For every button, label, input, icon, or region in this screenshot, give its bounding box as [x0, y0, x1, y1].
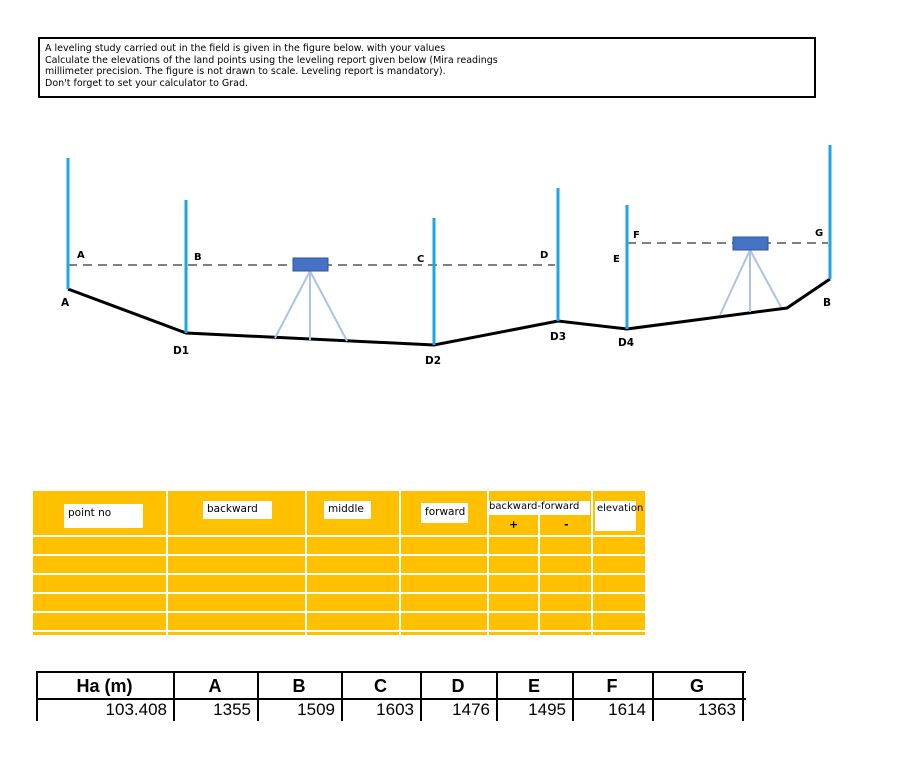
- header-backward: backward: [203, 501, 272, 519]
- reading-f: 1614: [608, 700, 646, 719]
- prompt-line: Don't forget to set your calculator to G…: [45, 77, 249, 89]
- prompt-line: millimeter precision. The figure is not …: [45, 66, 446, 77]
- header-elevation: elevation: [595, 501, 643, 531]
- row-sep: [33, 554, 645, 556]
- col-sep: [166, 491, 168, 635]
- col-sep: [420, 671, 422, 721]
- ground-label-d1: D1: [173, 345, 189, 357]
- staff-label-d: D: [540, 250, 548, 261]
- col-sep: [173, 671, 175, 721]
- col-sep: [341, 671, 343, 721]
- point-header-b: B: [292, 676, 306, 696]
- header-middle: middle: [324, 501, 371, 519]
- col-sep: [399, 491, 401, 635]
- point-header-d: D: [451, 676, 465, 696]
- staff-label-e: E: [613, 254, 620, 265]
- reading-g: 1363: [698, 700, 736, 719]
- header-minus: -: [564, 518, 569, 531]
- col-sep: [591, 491, 593, 635]
- reading-d: 1476: [452, 700, 490, 719]
- row-sep: [33, 630, 645, 632]
- ha-header-value: 103.408: [105, 700, 167, 719]
- leveling-report-table: point no backward middle forward backwar…: [33, 491, 645, 635]
- col-sep: [742, 671, 744, 721]
- col-sep: [496, 671, 498, 721]
- prompt-line: Calculate the elevations of the land poi…: [45, 54, 498, 66]
- ground-label-d2: D2: [425, 355, 441, 367]
- header-plus: +: [509, 518, 519, 531]
- reading-e: 1495: [528, 700, 566, 719]
- col-sep: [257, 671, 259, 721]
- ground-label-d4: D4: [618, 337, 634, 349]
- header-forward: forward: [421, 503, 468, 523]
- row-sep: [33, 592, 645, 594]
- col-sep: [652, 671, 654, 721]
- staff-label-b: B: [194, 252, 202, 263]
- row-sep: [33, 611, 645, 613]
- ground-label-d3: D3: [550, 331, 566, 343]
- reading-c: 1603: [376, 700, 414, 719]
- point-header-f: F: [606, 676, 618, 696]
- point-header-a: A: [208, 676, 222, 696]
- instrument-2: [719, 236, 782, 316]
- ground-label-a: A: [61, 297, 70, 309]
- col-sep: [36, 671, 38, 721]
- problem-statement: A leveling study carried out in the fiel…: [38, 37, 816, 98]
- row-sep: [33, 573, 645, 575]
- readings-table: Ha (m) 103.408 A 1355 B 1509 C 1603 D 14…: [36, 671, 746, 721]
- point-header-c: C: [374, 676, 387, 696]
- leveling-diagram: A B C D E F G A D1 D2 D3 D4 B: [61, 145, 832, 367]
- col-sep: [305, 491, 307, 635]
- header-point-no: point no: [64, 504, 143, 528]
- instrument-1: [274, 257, 348, 342]
- reading-b: 1509: [297, 700, 335, 719]
- staff-label-g: G: [815, 228, 823, 239]
- point-header-g: G: [689, 676, 704, 696]
- ground-label-b: B: [823, 297, 831, 309]
- row-sep: [33, 535, 645, 537]
- col-sep: [572, 671, 574, 721]
- staff-label-a: A: [77, 250, 85, 261]
- prompt-line: A leveling study carried out in the fiel…: [45, 43, 446, 54]
- table-mid-border: [36, 698, 746, 700]
- header-backward-forward: backward-forward: [487, 501, 590, 515]
- reading-a: 1355: [213, 700, 251, 719]
- table-top-border: [36, 671, 746, 673]
- point-header-e: E: [527, 676, 540, 696]
- staff-label-c: C: [417, 254, 424, 265]
- ground-profile: [67, 277, 831, 347]
- staff-label-f: F: [633, 230, 640, 241]
- col-sep: [487, 491, 489, 635]
- ha-header-label: Ha (m): [76, 676, 133, 696]
